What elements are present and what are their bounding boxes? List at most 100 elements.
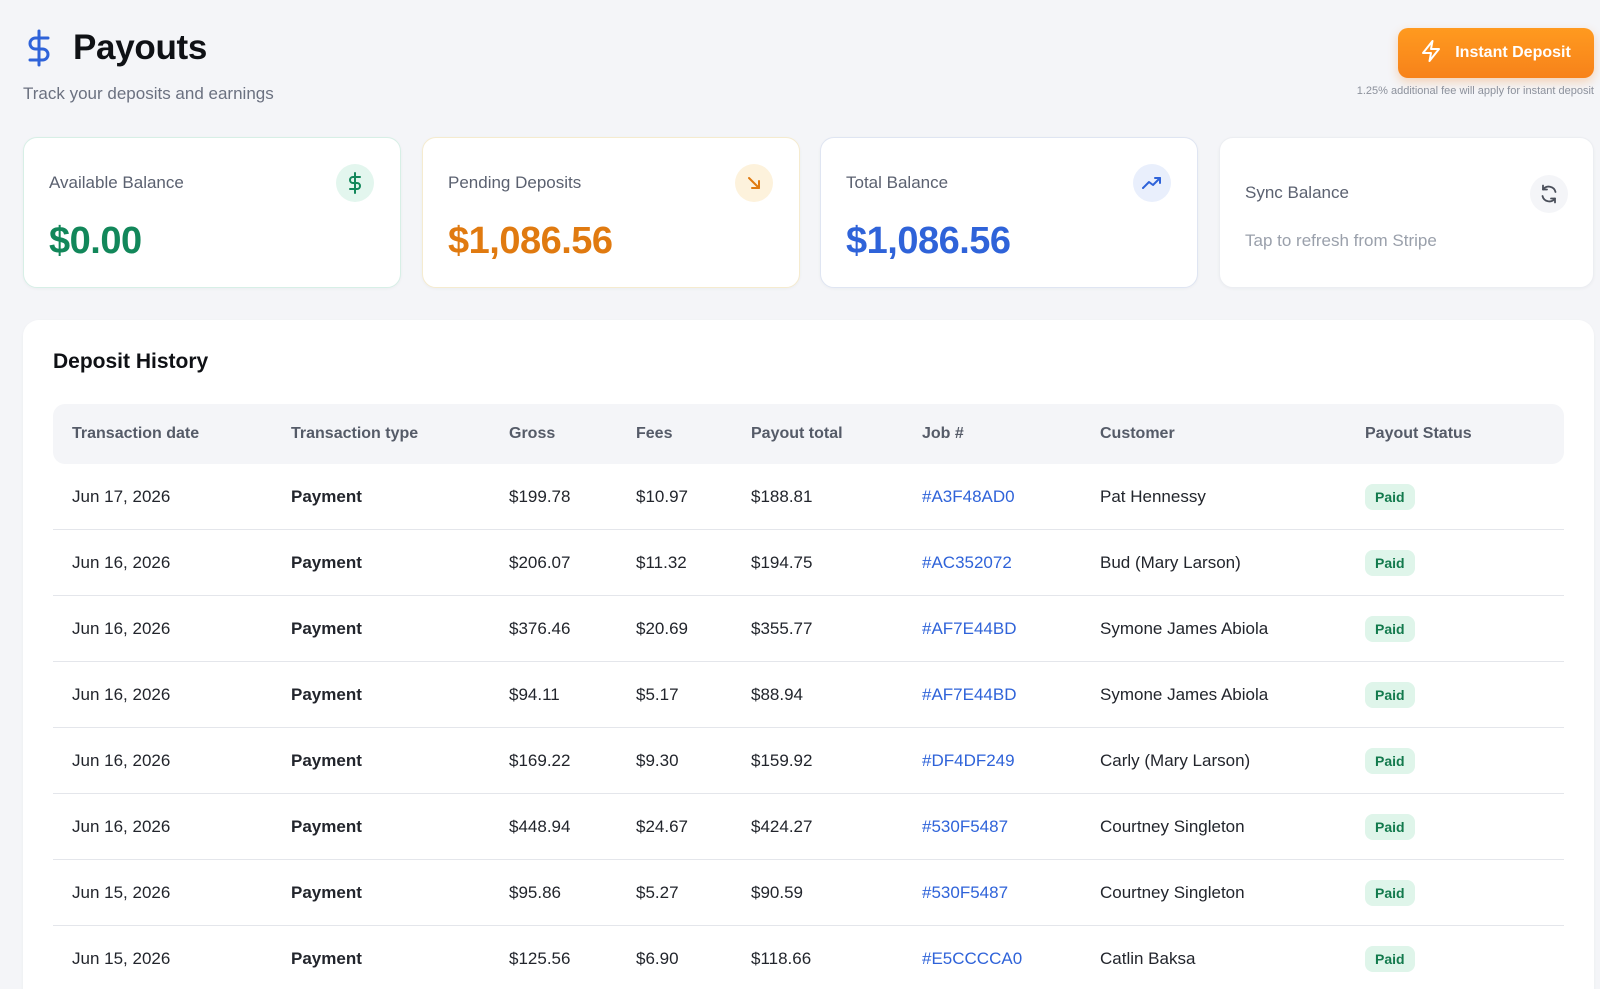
instant-deposit-button[interactable]: Instant Deposit bbox=[1398, 28, 1594, 78]
column-header-customer: Customer bbox=[1100, 425, 1175, 442]
dollar-icon bbox=[336, 164, 374, 202]
job-link[interactable]: #AF7E44BD bbox=[922, 685, 1017, 704]
status-badge: Paid bbox=[1365, 946, 1415, 972]
dollar-icon bbox=[23, 28, 55, 68]
status-badge: Paid bbox=[1365, 814, 1415, 840]
pending-deposits-value: $1,086.56 bbox=[448, 220, 613, 262]
gross-amount: $94.11 bbox=[509, 685, 560, 704]
transaction-date: Jun 16, 2026 bbox=[72, 751, 171, 770]
available-balance-card: Available Balance $0.00 bbox=[23, 137, 401, 288]
transaction-date: Jun 16, 2026 bbox=[72, 685, 171, 704]
customer-name: Courtney Singleton bbox=[1100, 883, 1245, 902]
column-header-fees: Fees bbox=[636, 425, 673, 442]
status-badge: Paid bbox=[1365, 880, 1415, 906]
page-header: Payouts Track your deposits and earnings bbox=[23, 28, 274, 104]
payout-status: Paid bbox=[1365, 860, 1415, 926]
gross-amount: $169.22 bbox=[509, 751, 571, 770]
payout-status: Paid bbox=[1365, 794, 1415, 860]
pending-deposits-card: Pending Deposits $1,086.56 bbox=[422, 137, 800, 288]
transaction-type: Payment bbox=[291, 883, 362, 902]
deposit-history-table: Transaction date Transaction type Gross … bbox=[53, 404, 1564, 989]
fees-amount: $6.90 bbox=[636, 949, 679, 968]
fees-amount: $24.67 bbox=[636, 817, 688, 836]
customer-name: Carly (Mary Larson) bbox=[1100, 751, 1251, 770]
deposit-history-title: Deposit History bbox=[53, 350, 209, 373]
job-link[interactable]: #AF7E44BD bbox=[922, 619, 1017, 638]
column-header-payout-status: Payout Status bbox=[1365, 425, 1472, 442]
gross-amount: $206.07 bbox=[509, 553, 571, 572]
gross-amount: $125.56 bbox=[509, 949, 571, 968]
fees-amount: $20.69 bbox=[636, 619, 688, 638]
customer-name: Catlin Baksa bbox=[1100, 949, 1196, 968]
customer-name: Symone James Abiola bbox=[1100, 685, 1269, 704]
transaction-date: Jun 15, 2026 bbox=[72, 883, 171, 902]
status-badge: Paid bbox=[1365, 616, 1415, 642]
fees-amount: $5.27 bbox=[636, 883, 679, 902]
status-badge: Paid bbox=[1365, 484, 1415, 510]
transaction-type: Payment bbox=[291, 751, 362, 770]
fees-amount: $10.97 bbox=[636, 487, 688, 506]
table-row: Jun 16, 2026 Payment $169.22 $9.30 $159.… bbox=[53, 728, 1564, 794]
status-badge: Paid bbox=[1365, 550, 1415, 576]
payout-status: Paid bbox=[1365, 596, 1415, 662]
gross-amount: $448.94 bbox=[509, 817, 571, 836]
deposit-history-panel: Deposit History Transaction date Transac… bbox=[23, 320, 1594, 989]
table-header: Transaction date Transaction type Gross … bbox=[53, 404, 1564, 464]
job-link[interactable]: #A3F48AD0 bbox=[922, 487, 1015, 506]
payout-status: Paid bbox=[1365, 464, 1415, 530]
table-row: Jun 15, 2026 Payment $125.56 $6.90 $118.… bbox=[53, 926, 1564, 989]
transaction-type: Payment bbox=[291, 817, 362, 836]
gross-amount: $376.46 bbox=[509, 619, 571, 638]
gross-amount: $199.78 bbox=[509, 487, 571, 506]
fees-amount: $9.30 bbox=[636, 751, 679, 770]
customer-name: Pat Hennessy bbox=[1100, 487, 1206, 506]
arrow-down-right-icon bbox=[735, 164, 773, 202]
table-row: Jun 15, 2026 Payment $95.86 $5.27 $90.59… bbox=[53, 860, 1564, 926]
transaction-date: Jun 16, 2026 bbox=[72, 619, 171, 638]
table-row: Jun 16, 2026 Payment $376.46 $20.69 $355… bbox=[53, 596, 1564, 662]
transaction-date: Jun 15, 2026 bbox=[72, 949, 171, 968]
job-link[interactable]: #530F5487 bbox=[922, 883, 1009, 902]
table-row: Jun 16, 2026 Payment $448.94 $24.67 $424… bbox=[53, 794, 1564, 860]
column-header-job: Job # bbox=[922, 425, 964, 442]
trend-up-icon bbox=[1133, 164, 1171, 202]
customer-name: Bud (Mary Larson) bbox=[1100, 553, 1241, 572]
gross-amount: $95.86 bbox=[509, 883, 561, 902]
payout-total: $355.77 bbox=[751, 619, 813, 638]
card-label: Available Balance bbox=[49, 173, 184, 192]
sync-balance-card[interactable]: Sync Balance Tap to refresh from Stripe bbox=[1219, 137, 1594, 288]
fees-amount: $5.17 bbox=[636, 685, 679, 704]
card-label: Total Balance bbox=[846, 173, 949, 192]
column-header-transaction-type: Transaction type bbox=[291, 425, 419, 442]
transaction-type: Payment bbox=[291, 619, 362, 638]
payout-total: $88.94 bbox=[751, 685, 803, 704]
page-subtitle: Track your deposits and earnings bbox=[23, 84, 274, 103]
lightning-icon bbox=[1421, 39, 1441, 67]
job-link[interactable]: #E5CCCCA0 bbox=[922, 949, 1023, 968]
payout-total: $188.81 bbox=[751, 487, 813, 506]
job-link[interactable]: #AC352072 bbox=[922, 553, 1012, 572]
job-link[interactable]: #530F5487 bbox=[922, 817, 1009, 836]
card-label: Sync Balance bbox=[1245, 183, 1349, 202]
payout-status: Paid bbox=[1365, 728, 1415, 794]
refresh-icon[interactable] bbox=[1530, 175, 1568, 213]
payout-total: $424.27 bbox=[751, 817, 813, 836]
column-header-gross: Gross bbox=[509, 425, 556, 442]
transaction-date: Jun 17, 2026 bbox=[72, 487, 171, 506]
transaction-type: Payment bbox=[291, 685, 362, 704]
total-balance-card: Total Balance $1,086.56 bbox=[820, 137, 1198, 288]
customer-name: Symone James Abiola bbox=[1100, 619, 1269, 638]
available-balance-value: $0.00 bbox=[49, 220, 142, 262]
instant-deposit-label: Instant Deposit bbox=[1455, 44, 1571, 61]
table-row: Jun 16, 2026 Payment $206.07 $11.32 $194… bbox=[53, 530, 1564, 596]
column-header-payout-total: Payout total bbox=[751, 425, 843, 442]
column-header-transaction-date: Transaction date bbox=[72, 425, 200, 442]
total-balance-value: $1,086.56 bbox=[846, 220, 1011, 262]
job-link[interactable]: #DF4DF249 bbox=[922, 751, 1015, 770]
payout-status: Paid bbox=[1365, 926, 1415, 989]
payout-status: Paid bbox=[1365, 530, 1415, 596]
transaction-type: Payment bbox=[291, 949, 362, 968]
instant-deposit-fee-note: 1.25% additional fee will apply for inst… bbox=[1356, 85, 1594, 97]
payout-total: $118.66 bbox=[751, 949, 812, 968]
